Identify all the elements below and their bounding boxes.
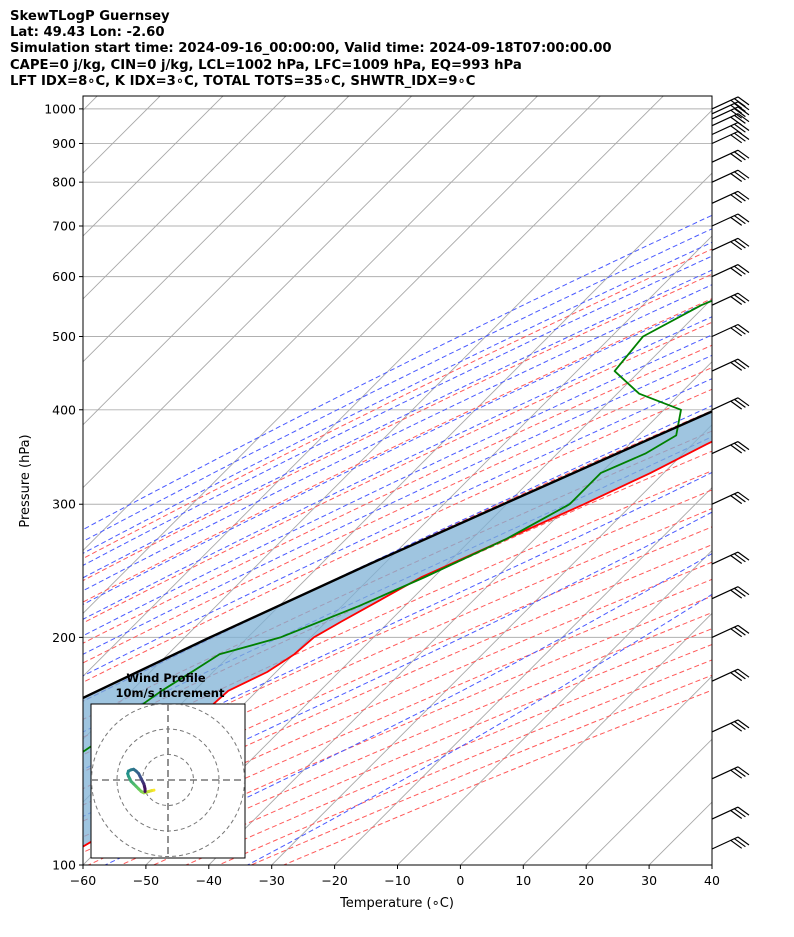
moist-adiabat [83, 378, 712, 677]
title-line-4: CAPE=0 j/kg, CIN=0 j/kg, LCL=1002 hPa, L… [10, 58, 522, 73]
y-tick-label: 900 [52, 136, 76, 151]
x-tick-label: 10 [515, 873, 531, 888]
x-tick-label: 20 [578, 873, 594, 888]
y-axis-label: Pressure (hPa) [18, 434, 33, 527]
dry-adiabat [83, 298, 712, 603]
wind-barb [711, 551, 750, 565]
parcel-line [83, 410, 712, 700]
x-tick-label: −10 [384, 873, 410, 888]
y-tick-label: 600 [52, 269, 76, 284]
wind-barb [711, 121, 750, 136]
y-tick-label: 1000 [44, 101, 76, 116]
dry-adiabat [83, 489, 712, 773]
moist-adiabat [83, 405, 712, 702]
isotherm-line [83, 109, 712, 740]
isotherm-line [145, 298, 712, 865]
dry-adiabat [218, 659, 712, 865]
wind-barb [711, 96, 750, 110]
wind-barb [711, 237, 750, 251]
wind-barb [711, 149, 750, 163]
moist-adiabat [83, 255, 712, 566]
dry-adiabat [83, 367, 712, 664]
x-tick-label: 40 [704, 873, 720, 888]
wind-barb [711, 190, 750, 204]
moist-adiabat [83, 511, 712, 817]
axes: −60 −50 −40 −30 −20 −10 0 10 20 30 40 100 200 300 400 5… [44, 101, 720, 888]
wind-barb [711, 292, 750, 306]
x-axis-label: Temperature (∘C) [339, 896, 454, 911]
isotherm-line [648, 801, 712, 865]
wind-barb [711, 323, 750, 338]
moist-adiabat [83, 269, 712, 579]
hodograph-title: Wind Profile [126, 671, 206, 685]
y-tick-label: 300 [52, 497, 76, 512]
moist-adiabat [83, 299, 712, 606]
dry-adiabat [83, 344, 712, 644]
wind-barb [711, 106, 750, 120]
y-tick-label: 500 [52, 329, 76, 344]
isotherm-line [522, 675, 712, 865]
isotherm-line [333, 486, 712, 865]
moist-adiabat [83, 471, 712, 771]
x-tick-label: 30 [641, 873, 657, 888]
wind-barb [711, 491, 750, 505]
wind-barb [711, 264, 750, 278]
y-tick-label: 700 [52, 219, 76, 234]
wind-barb [711, 358, 750, 372]
isotherm-line [585, 738, 712, 865]
wind-barb [711, 397, 750, 411]
dry-adiabat [83, 526, 712, 806]
wind-barb [711, 624, 750, 638]
x-tick-label: 0 [456, 873, 464, 888]
wind-barb [711, 113, 750, 127]
x-tick-label: −60 [70, 873, 96, 888]
isotherm-line [271, 424, 712, 865]
y-tick-label: 200 [52, 630, 76, 645]
isotherm-line [83, 96, 664, 677]
wind-barb [711, 668, 750, 682]
title-line-1: SkewTLogP Guernsey [10, 9, 170, 24]
isotherm-line [711, 864, 712, 865]
isotherm-line [459, 612, 712, 865]
wind-barbs [711, 96, 750, 850]
x-tick-label: −50 [133, 873, 159, 888]
wind-barb [711, 586, 750, 600]
wind-barb [711, 719, 750, 733]
dry-adiabat [83, 248, 712, 560]
x-tick-label: −40 [196, 873, 222, 888]
wind-barb [711, 130, 750, 145]
wind-barb [711, 213, 750, 227]
y-tick-label: 800 [52, 175, 76, 190]
y-tick-label: 400 [52, 402, 76, 417]
isotherm-line [83, 96, 413, 426]
isotherm-line [83, 96, 350, 363]
y-tick-label: 100 [52, 858, 76, 873]
title-line-5: LFT IDX=8∘C, K IDX=3∘C, TOTAL TOTS=35∘C,… [10, 74, 476, 89]
wind-barb [711, 806, 750, 820]
title-line-3: Simulation start time: 2024-09-16_00:00:… [10, 41, 612, 56]
isotherm-line [83, 96, 287, 300]
moist-adiabat [83, 284, 712, 592]
title-line-2: Lat: 49.43 Lon: -2.60 [10, 25, 165, 40]
isotherm-line [83, 96, 539, 552]
dry-adiabat [83, 544, 712, 822]
dry-adiabat [283, 689, 712, 865]
wind-barb [711, 101, 750, 115]
wind-barb [711, 766, 750, 780]
wind-barb [711, 169, 750, 183]
moist-adiabat [83, 316, 712, 620]
x-tick-label: −30 [259, 873, 285, 888]
hodograph-inset: Wind Profile 10m/s increment [90, 671, 246, 859]
isotherm-line [758, 93, 794, 882]
isotherm-line [396, 549, 712, 865]
moist-adiabat [83, 228, 712, 542]
isotherm-line [83, 96, 224, 237]
hodograph-subtitle: 10m/s increment [116, 686, 225, 700]
wind-barb [711, 836, 750, 850]
wind-barb [711, 441, 750, 455]
isotherm-line [208, 361, 712, 865]
moist-adiabat [83, 354, 712, 655]
x-tick-label: −20 [321, 873, 347, 888]
